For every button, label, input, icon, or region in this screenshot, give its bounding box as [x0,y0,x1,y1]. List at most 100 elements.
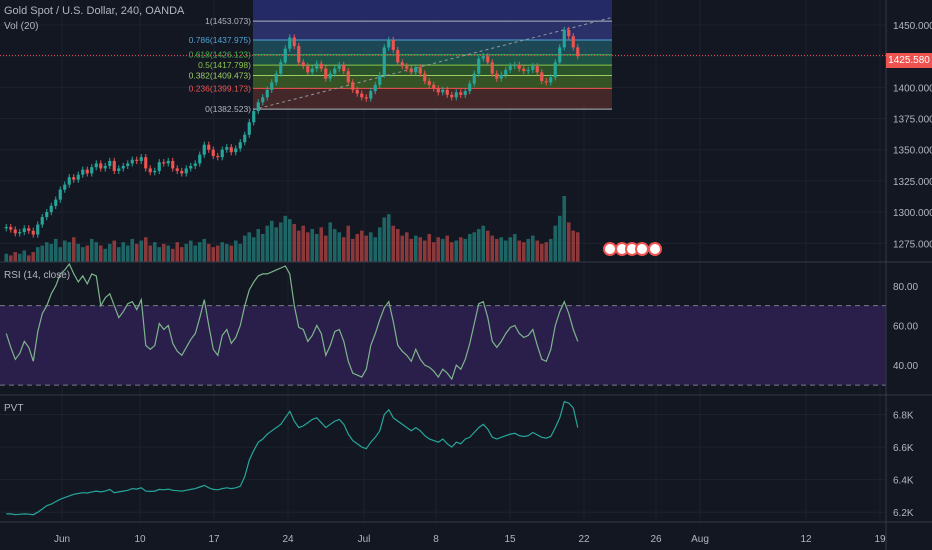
price-tick-label: 1450.000 [893,21,932,32]
volume-bar [157,247,162,262]
candle-body [360,93,364,98]
volume-bar [395,229,400,262]
candle-body [144,157,148,169]
candle-body [49,205,53,213]
volume-bar [265,225,270,262]
fib-zone [253,65,612,76]
candle-body [175,168,179,171]
x-tick-label: 22 [578,534,590,545]
volume-bar [382,217,387,262]
volume-bar [458,237,463,262]
event-markers[interactable] [603,242,662,256]
candle-body [90,167,94,174]
volume-bar [89,238,94,262]
candle-body [54,199,58,206]
volume-bar [80,247,85,262]
volume-bar [328,222,333,262]
volume-bar [116,247,121,262]
volume-bar [260,233,265,262]
volume-bar [67,242,72,262]
volume-bar [305,232,310,262]
rsi-band [0,305,886,386]
pvt-label: PVT [4,403,24,414]
candle-body [238,142,242,149]
fib-level-label: 0.5(1417.798) [198,60,251,70]
rsi-line [5,262,579,381]
candle-body [85,169,89,174]
candle-body [229,147,233,153]
volume-bar [377,227,382,262]
volume-bar [472,232,477,262]
x-tick-label: 19 [874,534,886,545]
candle-body [243,134,247,143]
candle-body [153,170,157,173]
candle-body [319,63,323,69]
candle-body [76,174,80,180]
candle-body [274,73,278,83]
candle-body [252,111,256,123]
candle-body [508,66,512,70]
candle-body [400,62,404,67]
candle-body [202,144,206,155]
candle-body [234,148,238,153]
candle-body [472,73,476,84]
volume-bar [391,225,396,262]
candle-body [121,165,125,169]
fib-zone [253,54,612,66]
fib-level-label: 1(1453.073) [205,16,251,26]
volume-bar [233,240,238,262]
volume-bar [436,237,441,262]
candle-body [450,94,454,98]
candle-body [135,159,139,161]
volume-bar [220,242,225,262]
volume-bar [193,245,198,262]
volume-bar [413,235,418,262]
candle-body [112,160,116,171]
volume-bar [490,235,495,262]
candle-body [378,74,382,85]
volume-bar [400,235,405,262]
x-tick-label: 24 [282,534,294,545]
candle-body [256,102,260,112]
x-tick-label: 8 [433,534,439,545]
candle-body [247,122,251,135]
candle-body [459,92,463,95]
rsi-tick-label: 60.00 [893,322,918,333]
rsi-pane [0,262,886,386]
volume-bar [31,252,36,262]
candle-body [373,84,377,92]
volume-bar [323,235,328,262]
candle-body [4,227,8,229]
volume-bar [17,253,22,262]
rsi-tick-label: 40.00 [893,361,918,372]
volume-bar [53,238,58,262]
volume-bar [26,255,31,262]
volume-bar [107,243,112,262]
candle-body [499,74,503,79]
volume-bar [301,225,306,262]
volume-bar [494,238,499,262]
candle-body [414,67,418,73]
volume-bar [152,242,157,262]
volume-bar [211,247,216,262]
x-tick-label: 26 [650,534,662,545]
candle-body [292,37,296,47]
volume-bar [22,250,27,262]
volume-bar [76,243,81,262]
candle-body [549,77,553,83]
candle-body [18,232,22,234]
volume-bar [571,230,576,262]
volume-bar [35,247,40,262]
volume-bar [13,252,18,262]
candle-body [468,83,472,92]
volume-bar [125,245,130,262]
candle-body [166,160,170,164]
candle-body [45,212,49,218]
economic-event-marker [603,242,617,256]
candle-body [72,177,76,180]
x-tick-label: Jun [54,534,70,545]
fibonacci-retracement[interactable]: 1(1453.073) 0.786(1437.975) 0.618(1426.123… [189,0,613,114]
candle-body [81,169,85,175]
volume-bar [206,243,211,262]
